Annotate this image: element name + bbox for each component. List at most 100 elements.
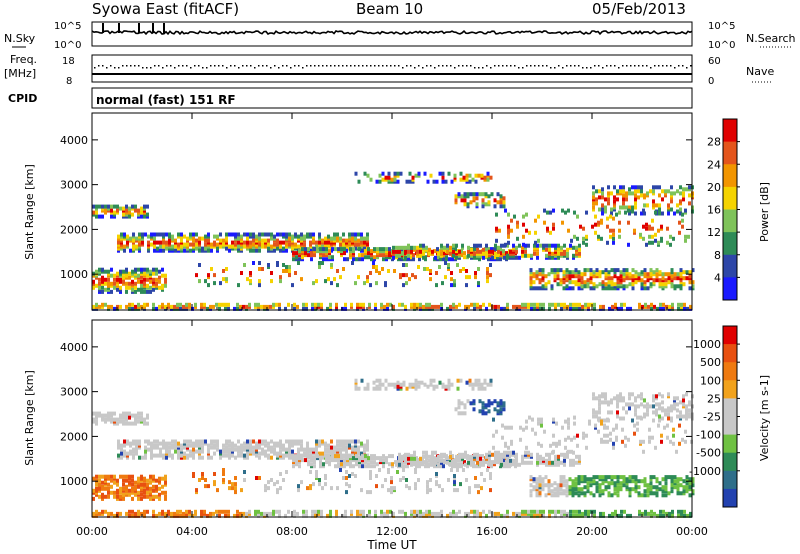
scatter-cell [601, 280, 605, 285]
scatter-cell [161, 490, 164, 495]
scatter-cell [339, 242, 342, 247]
scatter-cell [676, 272, 680, 277]
scatter-cell [113, 411, 116, 416]
scatter-cell [98, 267, 101, 272]
scatter-cell [482, 247, 485, 252]
scatter-cell [356, 304, 359, 309]
scatter-cell [503, 452, 506, 457]
scatter-cell [661, 284, 665, 289]
scatter-cell [572, 513, 575, 518]
scatter-cell [180, 455, 183, 460]
scatter-cell [270, 232, 273, 237]
scatter-cell [326, 513, 329, 518]
scatter-cell [146, 267, 149, 272]
scatter-cell [658, 406, 661, 411]
scatter-cell [685, 475, 689, 480]
nave-dot [314, 65, 316, 67]
scatter-cell [645, 222, 648, 227]
scatter-cell [466, 194, 470, 199]
scatter-cell [183, 451, 186, 456]
scatter-cell [685, 412, 688, 417]
scatter-cell [252, 234, 255, 239]
scatter-cell [619, 191, 622, 196]
scatter-cell [563, 249, 566, 254]
scatter-cell [682, 479, 686, 484]
scatter-cell [640, 282, 644, 287]
scatter-cell [210, 441, 213, 446]
scatter-cell [637, 485, 641, 490]
scatter-cell [610, 481, 614, 486]
scatter-cell [375, 474, 378, 478]
scatter-cell [567, 228, 570, 233]
scatter-cell [643, 268, 647, 273]
scatter-cell [473, 243, 476, 248]
scatter-cell [400, 460, 403, 465]
scatter-cell [452, 462, 455, 467]
scatter-cell [631, 487, 635, 492]
scatter-cell [402, 380, 406, 385]
scatter-cell [575, 509, 578, 514]
scatter-cell [342, 439, 345, 444]
scatter-cell [486, 382, 490, 387]
scatter-cell [524, 253, 527, 258]
scatter-cell [276, 451, 279, 456]
scatter-cell [198, 263, 201, 267]
scatter-cell [551, 255, 554, 260]
scatter-cell [634, 197, 637, 202]
scatter-cell [478, 192, 482, 197]
scatter-cell [327, 240, 330, 245]
scatter-cell [129, 449, 132, 454]
colorbar-tick-label: -100 [696, 429, 721, 442]
scatter-cell [300, 455, 303, 460]
scatter-cell [456, 468, 459, 472]
scatter-cell [620, 509, 623, 514]
scatter-cell [443, 458, 446, 463]
scatter-cell [497, 245, 500, 250]
scatter-cell [120, 455, 123, 460]
scatter-cell [607, 197, 610, 202]
scatter-cell [158, 275, 161, 280]
scatter-cell [551, 509, 554, 514]
scatter-cell [128, 285, 131, 290]
scatter-cell [213, 443, 216, 448]
scatter-cell [669, 242, 672, 247]
scatter-cell [500, 458, 503, 463]
scatter-cell [474, 173, 478, 178]
scatter-cell [666, 226, 669, 231]
scatter-cell [542, 509, 545, 514]
scatter-cell [294, 439, 297, 444]
scatter-cell [246, 451, 249, 456]
scatter-cell [149, 480, 152, 485]
scatter-cell [530, 302, 533, 307]
power-cbar-label: Power [dB] [758, 182, 771, 242]
scatter-cell [325, 247, 328, 252]
scatter-cell [269, 304, 272, 309]
scatter-cell [401, 245, 404, 250]
scatter-cell [213, 439, 216, 444]
scatter-cell [434, 304, 437, 309]
nave-dot [426, 65, 428, 67]
scatter-cell [478, 409, 482, 414]
scatter-cell [149, 289, 152, 294]
scatter-cell [393, 171, 397, 176]
scatter-cell [658, 193, 661, 198]
scatter-cell [95, 214, 98, 219]
scatter-cell [429, 488, 432, 493]
scatter-cell [246, 445, 249, 450]
scatter-cell [528, 230, 531, 235]
scatter-cell [419, 249, 422, 254]
scatter-cell [354, 234, 357, 239]
scatter-cell [547, 491, 551, 496]
scatter-cell [285, 470, 288, 474]
scatter-cell [171, 439, 174, 444]
scatter-cell [541, 483, 545, 488]
scatter-cell [324, 236, 327, 241]
scatter-cell [140, 511, 143, 516]
scatter-cell [673, 191, 676, 196]
scatter-cell [396, 179, 400, 184]
scatter-cell [410, 302, 413, 307]
colorbar-swatch [723, 398, 737, 417]
scatter-cell [449, 304, 452, 309]
scatter-cell [655, 185, 658, 190]
scatter-cell [147, 240, 150, 245]
